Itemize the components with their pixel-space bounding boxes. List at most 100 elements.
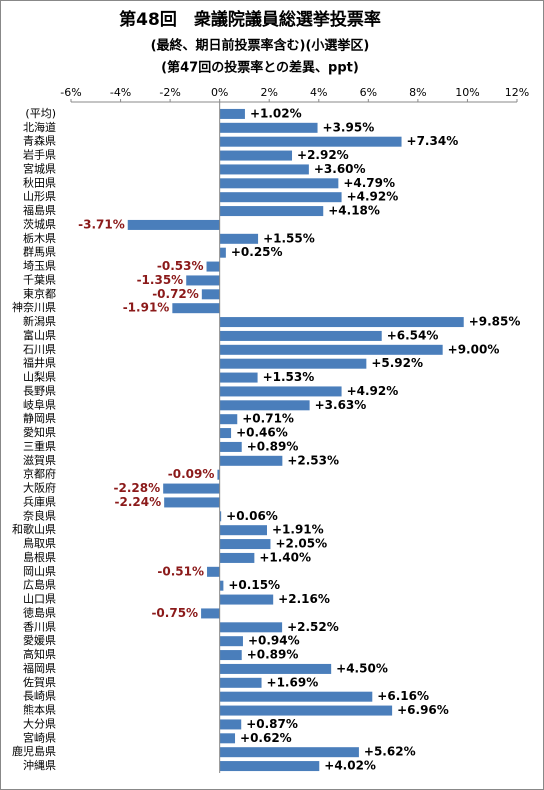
y-tick-label: 三重県 — [23, 439, 56, 453]
value-label: +6.96% — [397, 703, 449, 717]
y-tick-label: 群馬県 — [23, 245, 56, 259]
y-tick-label: 岩手県 — [23, 148, 56, 162]
value-label: +0.06% — [226, 509, 278, 523]
y-tick-label: 栃木県 — [23, 231, 56, 245]
value-label: +1.91% — [272, 523, 324, 537]
value-label: +9.00% — [448, 342, 500, 356]
value-label: +5.92% — [371, 356, 423, 370]
y-tick-label: 長崎県 — [23, 689, 56, 703]
y-tick-label: 富山県 — [23, 328, 56, 342]
value-label: -2.24% — [115, 495, 162, 509]
value-label: -0.51% — [157, 564, 204, 578]
y-tick-label: 北海道 — [23, 120, 56, 134]
chart-title: 第48回 衆議院議員総選挙投票率 — [119, 9, 381, 30]
y-tick-label: 宮崎県 — [23, 730, 56, 744]
x-tick-label: 12% — [505, 86, 529, 99]
y-tick-label: 和歌山県 — [12, 522, 56, 536]
y-tick-label: 茨城県 — [23, 217, 56, 231]
y-tick-label: 島根県 — [23, 550, 56, 564]
value-label: +2.52% — [287, 620, 339, 634]
bar — [219, 511, 222, 522]
y-tick-label: 滋賀県 — [23, 454, 56, 467]
bar — [219, 122, 318, 133]
y-tick-label: 香川県 — [23, 620, 56, 633]
value-label: +7.34% — [407, 134, 459, 148]
y-tick-label: 佐賀県 — [23, 675, 56, 689]
y-tick-label: 岡山県 — [23, 565, 56, 578]
x-tick-label: -2% — [159, 86, 180, 99]
x-tick-label: -4% — [110, 86, 131, 99]
y-tick-label: 秋田県 — [23, 175, 56, 189]
y-tick-label: 福島県 — [23, 203, 56, 217]
value-label: +0.62% — [240, 731, 292, 745]
bar — [219, 150, 293, 161]
y-tick-label: 福岡県 — [23, 661, 56, 675]
x-tick-label: 8% — [409, 86, 426, 99]
value-label: +0.87% — [246, 717, 298, 731]
bar — [219, 455, 283, 466]
value-label: +0.94% — [248, 634, 300, 648]
bar — [219, 233, 259, 244]
bar — [219, 552, 255, 563]
y-tick-label: 京都府 — [23, 467, 56, 481]
value-label: +4.92% — [347, 384, 399, 398]
bar — [219, 441, 242, 452]
y-tick-label: 沖縄県 — [23, 758, 56, 772]
value-label: -0.72% — [152, 287, 199, 301]
bar — [219, 192, 342, 203]
bar — [219, 317, 464, 328]
y-tick-label: 徳島県 — [23, 605, 56, 619]
value-label: -0.09% — [168, 467, 215, 481]
value-label: +4.50% — [336, 661, 388, 675]
bar — [219, 428, 232, 439]
value-label: -0.53% — [157, 259, 204, 273]
value-label: -1.35% — [137, 273, 184, 287]
value-label: +4.79% — [343, 176, 395, 190]
y-tick-label: 宮城県 — [23, 161, 56, 175]
y-tick-label: 高知県 — [23, 647, 56, 661]
bar — [219, 206, 324, 217]
bar — [219, 330, 382, 341]
y-tick-label: 大阪府 — [23, 481, 56, 495]
chart-subtitle: (最終、期日前投票率含む)(小選挙区) — [151, 38, 370, 54]
y-tick-label: 岐阜県 — [23, 398, 56, 411]
y-tick-label: 福井県 — [23, 356, 56, 370]
y-tick-label: 東京都 — [23, 286, 56, 300]
value-label: +1.53% — [263, 370, 315, 384]
value-label: +6.16% — [377, 689, 429, 703]
bar — [219, 386, 342, 397]
bar — [201, 289, 220, 300]
y-tick-label: 山梨県 — [23, 370, 56, 384]
y-tick-label: 新潟県 — [23, 314, 56, 328]
value-label: +1.40% — [259, 550, 311, 564]
bar — [219, 372, 258, 383]
value-label: +2.92% — [297, 148, 349, 162]
y-tick-label: 鳥取県 — [23, 536, 56, 550]
y-tick-label: 奈良県 — [23, 508, 56, 522]
bar — [219, 247, 226, 258]
bar — [219, 663, 332, 674]
value-label: +3.63% — [315, 398, 367, 412]
y-tick-label: 山形県 — [23, 190, 56, 203]
x-tick-label: -6% — [60, 86, 81, 99]
bar — [219, 580, 224, 591]
y-tick-label: 神奈川県 — [12, 300, 56, 314]
bar — [219, 650, 242, 661]
value-label: -2.28% — [114, 481, 161, 495]
bar — [219, 719, 242, 730]
y-tick-label: 石川県 — [23, 343, 56, 356]
bar — [164, 497, 220, 508]
y-tick-label: 山口県 — [23, 593, 56, 606]
bar — [217, 469, 220, 480]
value-label: +4.18% — [328, 204, 380, 218]
y-tick-label: 愛媛県 — [23, 633, 56, 647]
value-label: +2.05% — [275, 537, 327, 551]
x-tick-label: 0% — [211, 86, 228, 99]
bar — [127, 219, 220, 230]
bar — [219, 164, 309, 175]
bar — [219, 677, 262, 688]
chart-subtitle: (第47回の投票率との差異、ppt) — [161, 60, 359, 76]
bar — [207, 566, 220, 577]
value-label: +0.25% — [231, 245, 283, 259]
